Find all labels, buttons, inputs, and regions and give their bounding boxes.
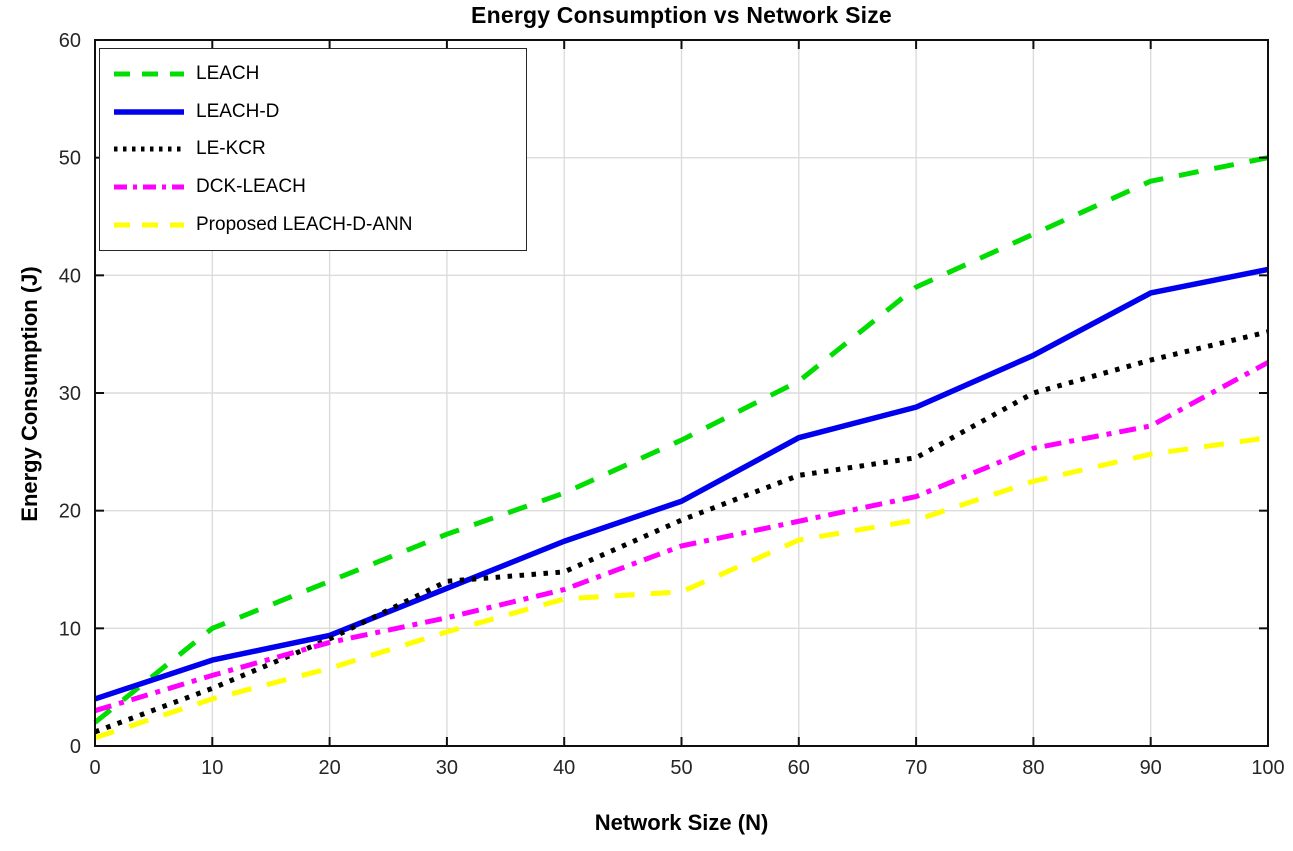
series-line-le-kcr bbox=[94, 329, 1269, 735]
legend-item-le-kcr: LE-KCR bbox=[110, 131, 526, 169]
x-tick-label-100: 100 bbox=[1251, 757, 1284, 779]
y-tick-label-20: 20 bbox=[59, 501, 81, 523]
x-axis-label: Network Size (N) bbox=[594, 810, 769, 835]
legend-item-proposed-leach-d-ann: Proposed LEACH-D-ANN bbox=[110, 206, 526, 244]
legend-label: DCK-LEACH bbox=[196, 176, 306, 198]
y-tick-label-0: 0 bbox=[70, 736, 81, 758]
y-tick-label-30: 30 bbox=[59, 383, 81, 405]
legend-label: Proposed LEACH-D-ANN bbox=[196, 214, 413, 236]
x-tick-label-40: 40 bbox=[553, 757, 575, 779]
legend-item-leach: LEACH bbox=[110, 55, 526, 93]
legend-label: LEACH bbox=[196, 62, 260, 84]
legend-item-dck-leach: DCK-LEACH bbox=[110, 168, 526, 206]
x-tick-label-0: 0 bbox=[89, 757, 100, 779]
x-tick-label-70: 70 bbox=[905, 757, 927, 779]
legend-sample-line bbox=[114, 222, 184, 228]
chart-title: Energy Consumption vs Network Size bbox=[471, 2, 892, 28]
series-line-proposed-leach-d-ann bbox=[94, 435, 1269, 741]
x-tick-label-90: 90 bbox=[1140, 757, 1162, 779]
x-tick-label-10: 10 bbox=[201, 757, 223, 779]
y-tick-label-40: 40 bbox=[59, 265, 81, 287]
legend-label: LE-KCR bbox=[196, 138, 266, 160]
legend-sample-line bbox=[114, 71, 184, 77]
legend: LEACH LEACH-D LE-KCR DCK-LEACH Proposed LEAC… bbox=[99, 48, 527, 251]
y-tick-label-10: 10 bbox=[59, 618, 81, 640]
x-tick-label-60: 60 bbox=[788, 757, 810, 779]
x-tick-label-20: 20 bbox=[318, 757, 340, 779]
x-tick-label-50: 50 bbox=[670, 757, 692, 779]
axes-box bbox=[94, 39, 1269, 747]
series-line-leach bbox=[93, 155, 1269, 725]
series-line-dck-leach bbox=[94, 360, 1270, 714]
legend-sample-line bbox=[114, 146, 184, 152]
y-tick-label-50: 50 bbox=[59, 148, 81, 170]
x-tick-label-30: 30 bbox=[436, 757, 458, 779]
series-line-leach-d bbox=[94, 266, 1269, 702]
legend-sample-line bbox=[114, 108, 184, 115]
y-tick-label-60: 60 bbox=[59, 30, 81, 52]
legend-sample-line bbox=[114, 184, 184, 190]
legend-item-leach-d: LEACH-D bbox=[110, 93, 526, 131]
legend-label: LEACH-D bbox=[196, 100, 280, 122]
x-tick-label-80: 80 bbox=[1022, 757, 1044, 779]
